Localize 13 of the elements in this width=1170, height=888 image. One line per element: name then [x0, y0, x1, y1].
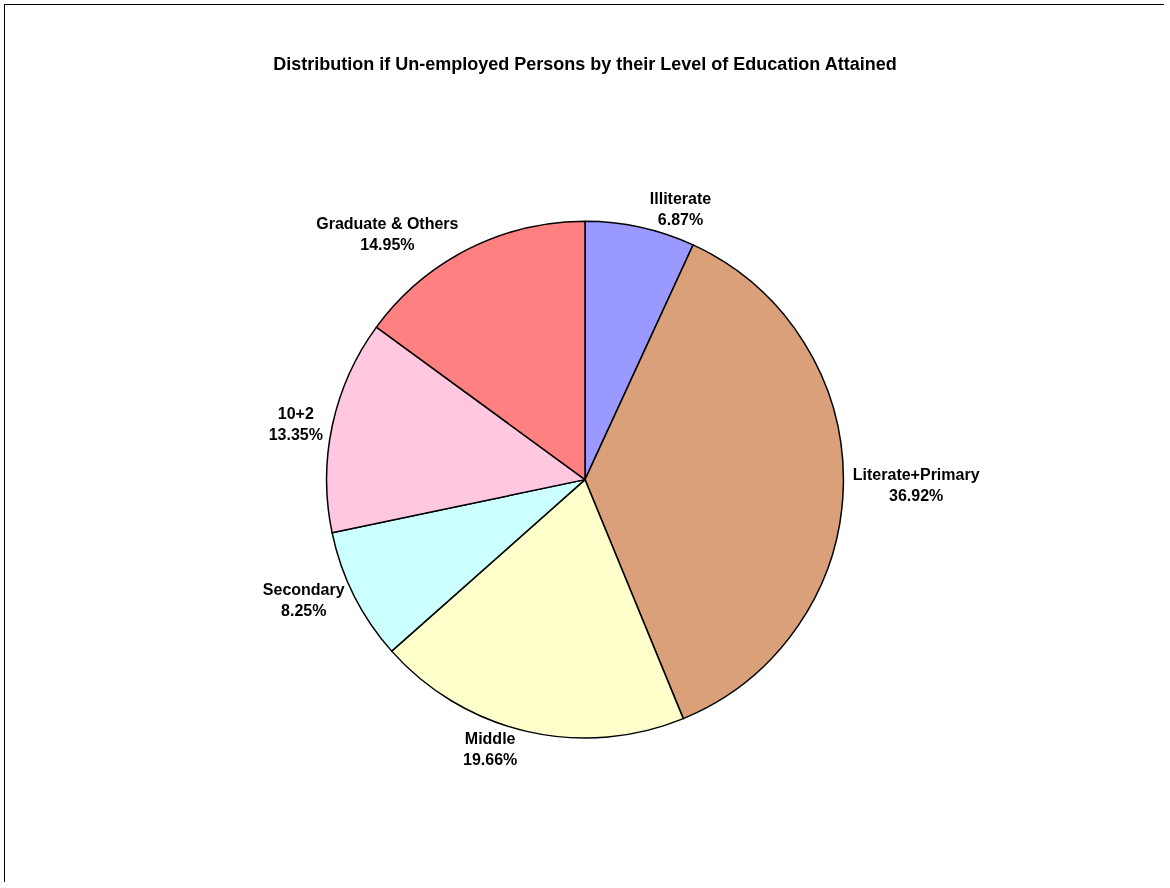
slice-label: Secondary [262, 580, 345, 598]
chart-title: Distribution if Un-employed Persons by their Level of Education Attained [273, 54, 897, 75]
data-label: 6.87% [657, 211, 704, 229]
slice-label: Middle [464, 730, 516, 748]
data-label: 14.95% [360, 236, 415, 254]
slice-label: Illiterate [649, 190, 712, 208]
data-label: 13.35% [268, 426, 323, 444]
slice-label: Literate+Primary [852, 466, 980, 484]
data-label: 19.66% [463, 751, 518, 769]
data-label: 36.92% [889, 486, 944, 504]
slice-label: 10+2 [277, 405, 314, 423]
slice-label: Graduate & Others [316, 215, 459, 233]
data-label: 8.25% [281, 601, 327, 619]
